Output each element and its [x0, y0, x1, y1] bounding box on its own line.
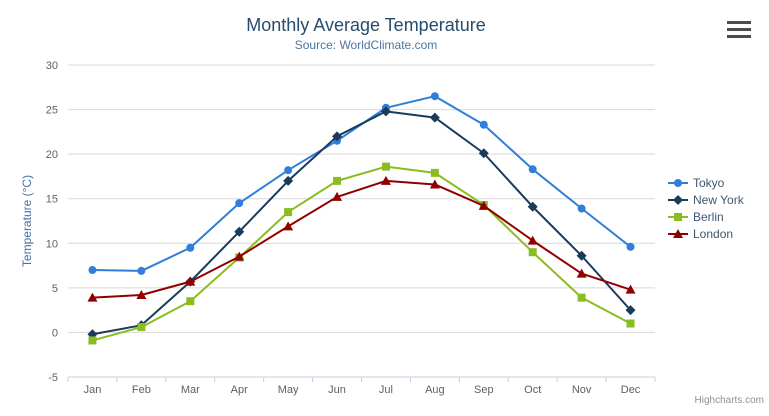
x-axis-label: Aug — [425, 384, 445, 396]
x-axis-label: Nov — [572, 384, 592, 396]
marker-london-sep[interactable] — [478, 200, 489, 210]
legend-marker-square-icon — [668, 213, 688, 221]
marker-new-york-jun[interactable] — [332, 131, 343, 142]
x-axis-label: Jul — [379, 384, 393, 396]
marker-tokyo-dec[interactable] — [626, 242, 635, 251]
legend-label: New York — [693, 193, 744, 207]
x-axis-label: Jun — [328, 384, 346, 396]
series-line-tokyo[interactable] — [92, 95, 632, 272]
legend-item-london[interactable]: London — [668, 227, 744, 241]
legend-symbol-london — [673, 229, 683, 238]
legend-item-tokyo[interactable]: Tokyo — [668, 176, 744, 190]
marker-tokyo-apr[interactable] — [235, 199, 244, 208]
marker-london-aug[interactable] — [429, 179, 440, 189]
legend-item-berlin[interactable]: Berlin — [668, 210, 744, 224]
hamburger-menu-icon — [727, 35, 751, 38]
x-axis-label: Dec — [621, 384, 641, 396]
marker-berlin-jun[interactable] — [333, 176, 342, 185]
marker-new-york-may[interactable] — [283, 175, 294, 186]
marker-new-york-jul[interactable] — [380, 106, 391, 117]
legend-symbol-new-york — [673, 195, 683, 205]
y-axis-label: 0 — [52, 327, 58, 339]
marker-london-oct[interactable] — [527, 235, 538, 245]
x-axis-label: Apr — [231, 384, 248, 396]
marker-london-mar[interactable] — [185, 276, 196, 286]
marker-new-york-aug[interactable] — [429, 112, 440, 123]
marker-london-apr[interactable] — [234, 251, 245, 261]
legend-label: Berlin — [693, 210, 724, 224]
hamburger-menu-icon — [727, 28, 751, 31]
marker-tokyo-jan[interactable] — [88, 266, 97, 275]
marker-berlin-aug[interactable] — [430, 168, 439, 177]
legend-symbol-berlin — [674, 213, 682, 221]
marker-london-may[interactable] — [283, 221, 294, 231]
marker-berlin-nov[interactable] — [577, 293, 586, 302]
marker-berlin-dec[interactable] — [626, 319, 635, 328]
legend-symbol-tokyo — [674, 179, 682, 187]
legend-item-new-york[interactable]: New York — [668, 193, 744, 207]
x-axis-label: Mar — [181, 384, 200, 396]
marker-berlin-oct[interactable] — [528, 248, 537, 257]
marker-tokyo-nov[interactable] — [577, 204, 586, 213]
y-axis-label: 25 — [46, 105, 58, 117]
y-axis-label: 5 — [52, 283, 58, 295]
marker-berlin-mar[interactable] — [186, 297, 195, 306]
marker-tokyo-feb[interactable] — [137, 266, 146, 275]
legend-label: Tokyo — [693, 176, 725, 190]
y-axis-label: 10 — [46, 238, 58, 250]
marker-tokyo-may[interactable] — [284, 166, 293, 175]
marker-berlin-jul[interactable] — [381, 162, 390, 171]
marker-new-york-sep[interactable] — [478, 148, 489, 159]
legend-label: London — [693, 227, 734, 241]
x-axis-label: Feb — [132, 384, 151, 396]
marker-london-jun[interactable] — [332, 191, 343, 201]
chart-subtitle: Source: WorldClimate.com — [294, 38, 438, 52]
marker-tokyo-mar[interactable] — [186, 243, 195, 252]
marker-berlin-may[interactable] — [284, 208, 293, 217]
marker-new-york-dec[interactable] — [625, 305, 636, 316]
chart-title: Monthly Average Temperature — [246, 15, 486, 35]
marker-london-jan[interactable] — [87, 292, 98, 302]
marker-london-nov[interactable] — [576, 268, 587, 278]
marker-berlin-jan[interactable] — [88, 336, 97, 345]
y-axis-label: 30 — [46, 60, 58, 72]
hamburger-menu-icon — [727, 21, 751, 24]
y-axis-label: -5 — [48, 372, 58, 384]
marker-tokyo-oct[interactable] — [528, 165, 537, 174]
marker-berlin-feb[interactable] — [137, 323, 146, 332]
legend-marker-triangle-icon — [668, 229, 688, 238]
marker-tokyo-aug[interactable] — [430, 92, 439, 101]
x-axis-label: Oct — [524, 384, 541, 396]
x-axis-label: Jan — [84, 384, 102, 396]
marker-new-york-nov[interactable] — [576, 250, 587, 261]
x-axis-label: May — [278, 384, 299, 396]
y-axis-label: 20 — [46, 149, 58, 161]
y-axis-title: Temperature (°C) — [20, 174, 34, 268]
legend-marker-circle-icon — [668, 179, 688, 187]
legend-marker-diamond-icon — [668, 195, 688, 205]
y-axis-label: 15 — [46, 194, 58, 206]
marker-new-york-oct[interactable] — [527, 201, 538, 212]
marker-london-feb[interactable] — [136, 289, 147, 299]
export-menu-button[interactable] — [726, 20, 752, 39]
series-line-berlin[interactable] — [92, 165, 632, 342]
marker-london-jul[interactable] — [380, 175, 391, 185]
x-axis-label: Sep — [474, 384, 494, 396]
credits-link[interactable]: Highcharts.com — [694, 395, 764, 406]
legend: Tokyo New York Berlin London — [668, 176, 744, 241]
series-line-london[interactable] — [92, 179, 631, 299]
marker-london-dec[interactable] — [625, 284, 636, 294]
series-line-new-york[interactable] — [92, 110, 632, 336]
marker-new-york-apr[interactable] — [234, 226, 245, 237]
marker-tokyo-sep[interactable] — [479, 120, 488, 129]
